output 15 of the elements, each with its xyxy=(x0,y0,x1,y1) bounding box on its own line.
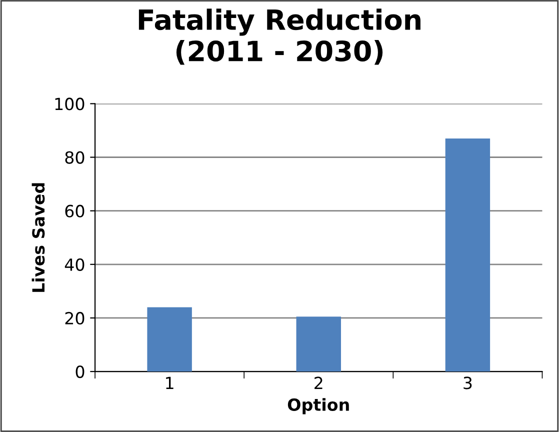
x-tick-label: 2 xyxy=(314,376,322,390)
bar xyxy=(296,316,341,372)
x-tick-label: 1 xyxy=(166,376,174,390)
bar xyxy=(147,307,192,372)
chart-title: Fatality Reduction (2011 - 2030) xyxy=(138,8,420,65)
x-tick-label: 3 xyxy=(464,376,472,390)
y-axis-title: Lives Saved xyxy=(32,183,45,292)
y-tick-label: 80 xyxy=(65,151,84,164)
y-tick-label: 100 xyxy=(55,98,84,110)
y-tick-label: 0 xyxy=(76,365,84,378)
y-tick-label: 20 xyxy=(65,312,84,325)
bar xyxy=(445,138,490,372)
y-tick-label: 40 xyxy=(64,258,84,271)
x-axis-title: Option xyxy=(288,398,349,414)
y-tick-label: 60 xyxy=(65,204,84,218)
